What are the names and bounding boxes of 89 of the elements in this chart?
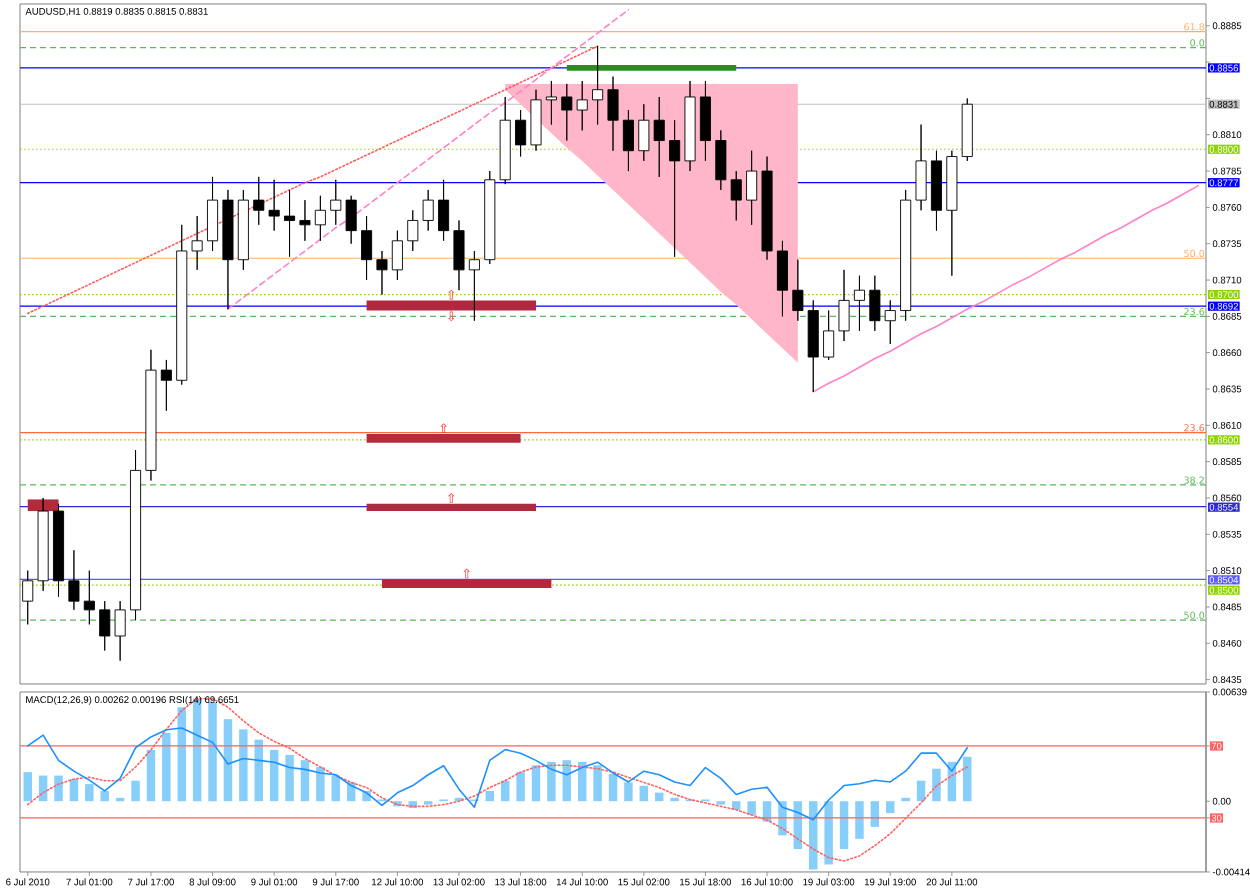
candlestick [746,150,758,226]
candlestick [761,156,773,261]
candlestick [22,570,34,625]
candlestick [776,240,788,317]
bar [208,702,217,802]
candlestick [345,195,357,245]
candlestick [607,76,619,152]
candlestick [915,124,927,211]
candlestick [592,45,604,126]
candlestick [438,179,450,242]
candlestick [499,96,511,185]
bar [23,772,32,802]
candlestick [207,176,219,252]
bar [485,790,495,802]
bar [824,801,833,865]
bar [239,729,248,802]
line-series [26,727,969,821]
bar [316,767,325,802]
candlestick [453,220,465,291]
candlestick [391,230,403,281]
bar [855,801,864,839]
bar [593,765,602,802]
candlestick [130,449,142,621]
candlestick [484,170,496,265]
bar [932,768,941,802]
candlestick [145,349,157,481]
candlestick [299,199,311,242]
bar [269,749,279,802]
bar [886,801,895,814]
candlestick [684,80,696,172]
candlestick [176,224,188,386]
bar [624,782,633,802]
bar [146,749,156,802]
candlestick [114,600,126,662]
candlestick [160,359,172,412]
candlestick [622,109,634,172]
candlestick [807,299,819,393]
candlestick [699,80,711,162]
candlestick [253,176,265,226]
bar [285,755,294,802]
candlestick [314,195,326,242]
candlestick [530,89,542,152]
candlestick [268,179,280,232]
candlestick [361,215,373,281]
candlestick [37,497,49,592]
candlestick [730,170,742,221]
candlestick [99,600,111,651]
candlestick [284,189,296,258]
candlestick [792,259,804,322]
bar [300,760,310,802]
bar [916,780,926,802]
bar [516,772,525,802]
bar [162,732,171,802]
bar [731,801,741,810]
candlestick [222,189,234,310]
line-series [812,184,1200,393]
candlestick [715,129,727,191]
bar [608,773,618,802]
candlestick [330,179,342,226]
candlestick [237,189,249,271]
candlestick [83,570,95,625]
candlestick [869,275,881,332]
bar [131,780,140,802]
candlestick [191,215,203,271]
candlestick [515,109,527,157]
candlestick [823,310,835,361]
candlestick [376,250,388,296]
candlestick [838,269,850,342]
bar [85,784,94,802]
candlestick [68,549,80,611]
bar [547,761,556,802]
candlestick [545,80,557,126]
candlestick [884,299,896,345]
candlestick [930,150,942,232]
bar [69,778,79,802]
bar [100,790,109,802]
candlestick [669,119,681,258]
bar [839,801,849,850]
bar [531,765,541,802]
candlestick [946,150,958,277]
bar [963,756,972,802]
bar [747,801,756,815]
candlestick [853,275,865,332]
candlestick [468,250,480,322]
bar [54,775,63,802]
candlestick [52,503,65,598]
candlestick [900,189,912,322]
candlestick [961,97,973,162]
bar [639,785,649,802]
